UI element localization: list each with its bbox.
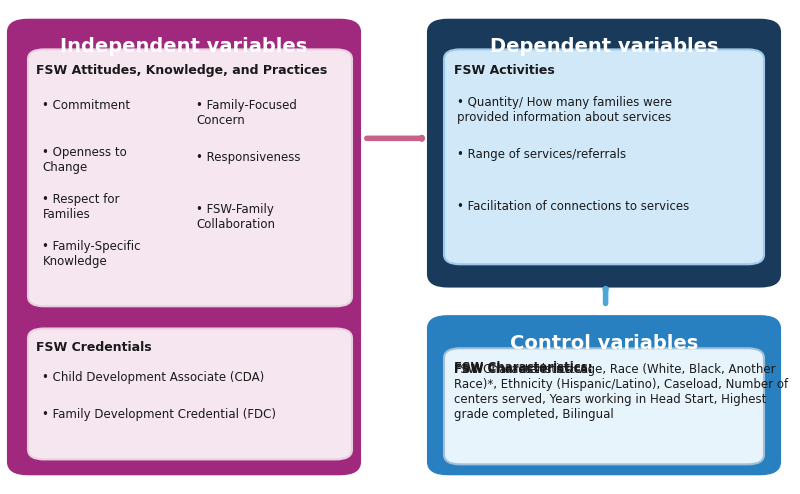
Text: • Family-Focused
Concern: • Family-Focused Concern [197,99,298,127]
Text: • Responsiveness: • Responsiveness [197,151,301,164]
Text: • Child Development Associate (CDA): • Child Development Associate (CDA) [42,370,265,383]
FancyBboxPatch shape [444,49,764,264]
FancyBboxPatch shape [28,329,352,459]
Text: FSW Credentials: FSW Credentials [36,341,152,354]
Text: • Facilitation of connections to services: • Facilitation of connections to service… [457,200,689,213]
Text: • Family Development Credential (FDC): • Family Development Credential (FDC) [42,408,277,420]
FancyBboxPatch shape [428,20,780,287]
Text: FSW Attitudes, Knowledge, and Practices: FSW Attitudes, Knowledge, and Practices [36,64,327,77]
FancyBboxPatch shape [8,20,360,474]
Text: • Range of services/referrals: • Range of services/referrals [457,148,626,161]
Text: • Openness to
Change: • Openness to Change [42,146,127,174]
FancyBboxPatch shape [428,316,780,474]
Text: FSW Characteristics:: FSW Characteristics: [454,363,596,376]
FancyBboxPatch shape [28,49,352,306]
Text: Independent variables: Independent variables [60,38,308,56]
FancyBboxPatch shape [444,348,764,464]
Text: FSW Characteristics: Age, Race (White, Black, Another Race)*, Ethnicity (Hispani: FSW Characteristics: Age, Race (White, B… [454,363,788,421]
Text: Control variables: Control variables [510,334,698,353]
Text: • Family-Specific
Knowledge: • Family-Specific Knowledge [42,240,141,268]
Text: FSW Activities: FSW Activities [454,64,554,77]
Text: FSW Characteristics:: FSW Characteristics: [454,361,596,373]
Text: • Commitment: • Commitment [42,99,130,112]
Text: • Respect for
Families: • Respect for Families [42,193,120,221]
Text: Dependent variables: Dependent variables [490,38,718,56]
Text: • FSW-Family
Collaboration: • FSW-Family Collaboration [197,203,275,231]
Text: • Quantity/ How many families were
provided information about services: • Quantity/ How many families were provi… [457,96,672,124]
